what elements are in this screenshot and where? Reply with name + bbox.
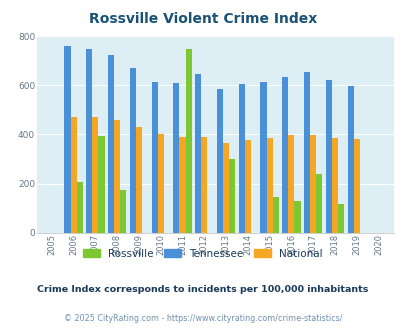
Bar — [272, 197, 278, 233]
Bar — [157, 134, 163, 233]
Text: Rossville Violent Crime Index: Rossville Violent Crime Index — [89, 12, 316, 25]
Bar — [331, 138, 337, 233]
Bar — [222, 143, 228, 233]
Bar — [288, 135, 294, 233]
Bar — [195, 74, 201, 233]
Text: Crime Index corresponds to incidents per 100,000 inhabitants: Crime Index corresponds to incidents per… — [37, 285, 368, 294]
Bar — [201, 137, 207, 233]
Bar — [120, 190, 126, 233]
Bar — [92, 117, 98, 233]
Bar — [173, 83, 179, 233]
Bar — [281, 77, 288, 233]
Bar — [108, 55, 114, 233]
Bar — [151, 82, 157, 233]
Bar — [114, 120, 120, 233]
Bar — [70, 116, 77, 233]
Bar — [98, 136, 104, 233]
Bar — [228, 159, 234, 233]
Bar — [130, 68, 136, 233]
Bar — [303, 72, 309, 233]
Text: © 2025 CityRating.com - https://www.cityrating.com/crime-statistics/: © 2025 CityRating.com - https://www.city… — [64, 314, 341, 323]
Bar — [266, 138, 272, 233]
Bar — [260, 82, 266, 233]
Bar — [77, 182, 83, 233]
Bar — [216, 89, 222, 233]
Bar — [309, 135, 315, 233]
Bar — [136, 127, 142, 233]
Bar — [244, 140, 250, 233]
Bar — [347, 86, 353, 233]
Bar — [86, 49, 92, 233]
Bar — [179, 137, 185, 233]
Bar — [353, 139, 359, 233]
Bar — [64, 46, 70, 233]
Bar — [238, 84, 244, 233]
Bar — [325, 80, 331, 233]
Bar — [315, 174, 322, 233]
Legend: Rossville, Tennessee, National: Rossville, Tennessee, National — [83, 249, 322, 259]
Bar — [337, 204, 343, 233]
Bar — [185, 49, 191, 233]
Bar — [294, 201, 300, 233]
